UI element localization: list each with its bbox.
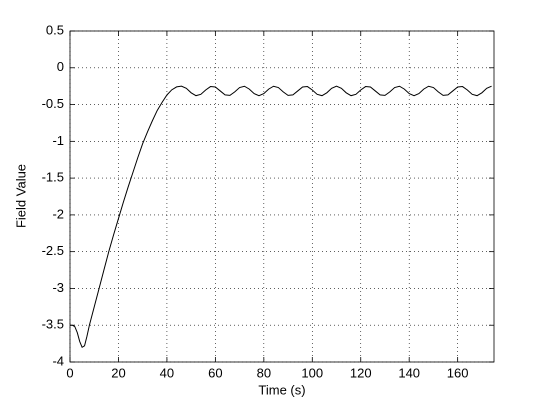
x-tick-label: 60 (208, 365, 222, 380)
y-tick-label: 0.5 (46, 22, 64, 37)
y-tick-label: -1 (52, 133, 64, 148)
y-tick-label: -4 (52, 353, 64, 368)
x-tick-label: 40 (160, 365, 174, 380)
plot-frame (69, 30, 495, 363)
y-tick-label: -1.5 (42, 170, 64, 185)
y-tick-label: -3 (52, 280, 64, 295)
y-axis-label: Field Value (13, 164, 28, 228)
x-tick-label: 140 (398, 365, 420, 380)
x-tick-label: 20 (111, 365, 125, 380)
y-tick-label: -2 (52, 206, 64, 221)
x-tick-label: 160 (447, 365, 469, 380)
y-tick-label: -2.5 (42, 243, 64, 258)
data-line (70, 85, 492, 349)
x-tick-label: 120 (350, 365, 372, 380)
y-tick-label: -0.5 (42, 96, 64, 111)
x-tick-label: 80 (257, 365, 271, 380)
y-tick-label: -3.5 (42, 317, 64, 332)
x-axis-label: Time (s) (258, 382, 305, 397)
y-tick-label: 0 (57, 59, 64, 74)
x-tick-label: 0 (66, 365, 73, 380)
x-tick-label: 100 (301, 365, 323, 380)
